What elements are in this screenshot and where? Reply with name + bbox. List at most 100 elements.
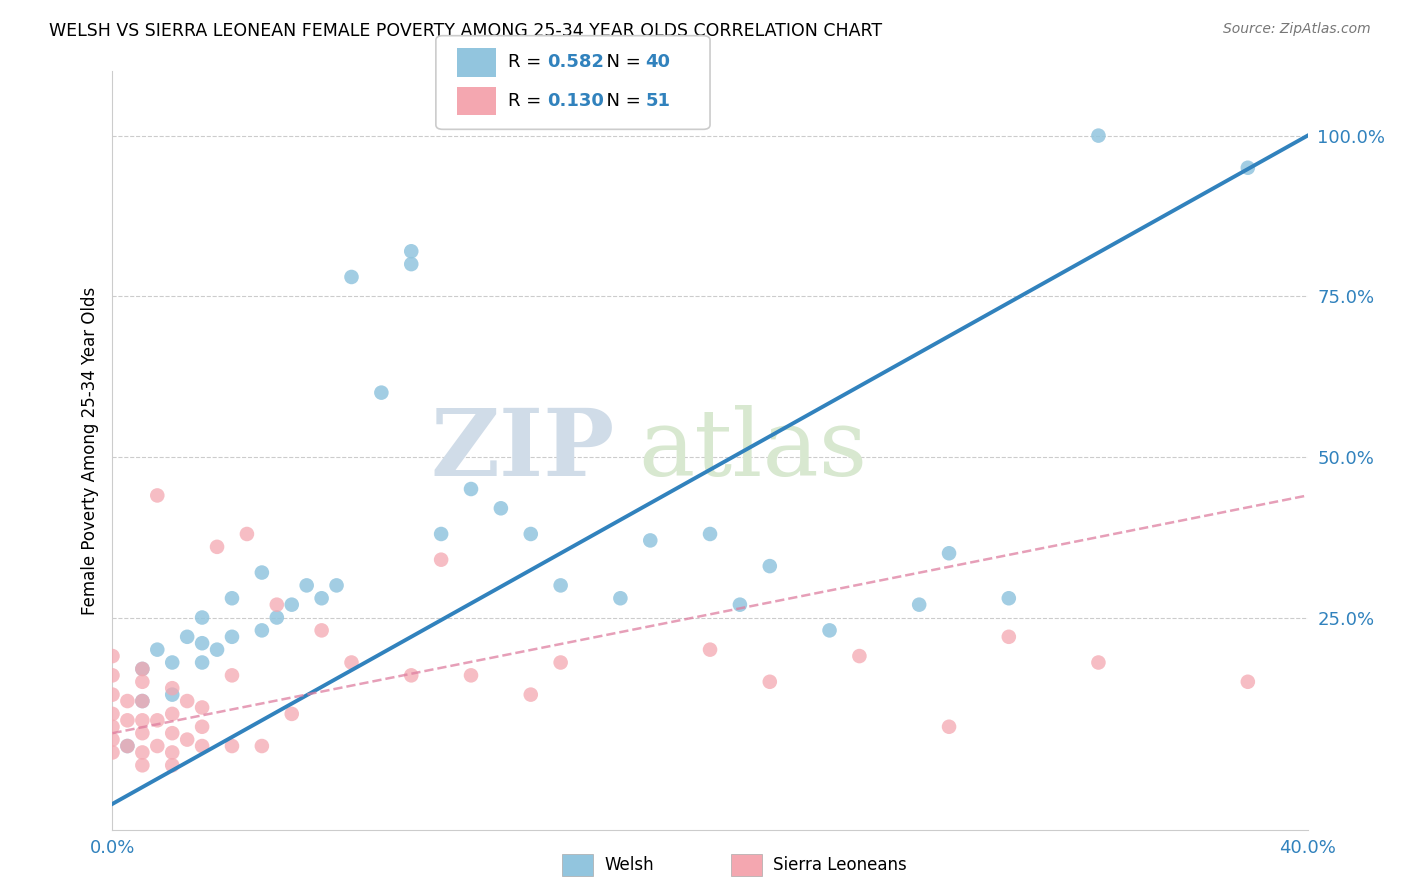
Point (176, 630, 198, 644)
Point (250, 566, 273, 580)
Text: ZIP: ZIP (430, 406, 614, 495)
Point (370, 385, 392, 400)
Text: Welsh: Welsh (605, 856, 654, 874)
Point (162, 758, 183, 772)
Point (162, 726, 183, 740)
Text: 51: 51 (645, 92, 671, 110)
Point (281, 706, 304, 721)
Point (221, 591, 243, 606)
Text: WELSH VS SIERRA LEONEAN FEMALE POVERTY AMONG 25-34 YEAR OLDS CORRELATION CHART: WELSH VS SIERRA LEONEAN FEMALE POVERTY A… (49, 22, 883, 40)
Text: 40: 40 (645, 54, 671, 71)
Point (131, 674, 153, 689)
Point (101, 688, 124, 702)
Point (295, 578, 318, 592)
Point (221, 630, 243, 644)
Point (191, 720, 214, 734)
Point (908, 598, 931, 612)
Point (340, 270, 363, 285)
Text: Source: ZipAtlas.com: Source: ZipAtlas.com (1223, 22, 1371, 37)
Point (117, 739, 139, 753)
Text: Sierra Leoneans: Sierra Leoneans (773, 856, 907, 874)
Point (117, 739, 139, 753)
Point (728, 598, 751, 612)
Point (640, 533, 662, 548)
Point (162, 688, 183, 702)
Point (146, 488, 169, 502)
Point (101, 649, 124, 664)
Point (430, 527, 453, 541)
Point (162, 656, 183, 670)
Point (759, 559, 782, 574)
Point (401, 257, 423, 271)
Point (162, 706, 183, 721)
Point (131, 662, 153, 676)
Point (205, 642, 228, 657)
Point (520, 527, 543, 541)
Point (1087, 656, 1109, 670)
Text: atlas: atlas (638, 406, 868, 495)
Point (101, 720, 124, 734)
Point (281, 598, 304, 612)
Point (250, 624, 273, 638)
Point (131, 726, 153, 740)
Point (311, 591, 333, 606)
Point (848, 649, 870, 664)
Point (550, 656, 572, 670)
Point (340, 656, 363, 670)
Point (266, 598, 288, 612)
Point (998, 630, 1021, 644)
Point (131, 694, 153, 708)
Point (131, 694, 153, 708)
Point (311, 624, 333, 638)
Point (191, 739, 214, 753)
Point (205, 540, 228, 554)
Point (191, 610, 214, 624)
Point (131, 714, 153, 728)
Point (162, 681, 183, 696)
Text: R =: R = (508, 54, 547, 71)
Point (938, 720, 960, 734)
Point (191, 700, 214, 714)
Point (609, 591, 631, 606)
Point (176, 694, 198, 708)
Point (191, 636, 214, 650)
Point (460, 482, 482, 496)
Point (101, 706, 124, 721)
Point (117, 694, 139, 708)
Text: 0.130: 0.130 (547, 92, 603, 110)
Point (520, 688, 543, 702)
Point (938, 546, 960, 560)
Point (146, 642, 169, 657)
Point (818, 624, 841, 638)
Point (101, 746, 124, 760)
Point (699, 642, 721, 657)
Point (1237, 674, 1260, 689)
Point (759, 674, 782, 689)
Point (401, 244, 423, 259)
Text: N =: N = (595, 92, 647, 110)
Point (176, 732, 198, 747)
Point (131, 758, 153, 772)
Text: R =: R = (508, 92, 547, 110)
Point (117, 714, 139, 728)
Y-axis label: Female Poverty Among 25-34 Year Olds: Female Poverty Among 25-34 Year Olds (80, 286, 98, 615)
Point (401, 668, 423, 682)
Text: N =: N = (595, 54, 647, 71)
Point (998, 591, 1021, 606)
Point (131, 746, 153, 760)
Point (1237, 161, 1260, 175)
Point (146, 739, 169, 753)
Point (460, 668, 482, 682)
Point (101, 732, 124, 747)
Point (221, 668, 243, 682)
Point (221, 739, 243, 753)
Point (236, 527, 259, 541)
Point (266, 610, 288, 624)
Point (430, 552, 453, 566)
Point (101, 668, 124, 682)
Text: 0.582: 0.582 (547, 54, 605, 71)
Point (146, 714, 169, 728)
Point (699, 527, 721, 541)
Point (1087, 128, 1109, 143)
Point (250, 739, 273, 753)
